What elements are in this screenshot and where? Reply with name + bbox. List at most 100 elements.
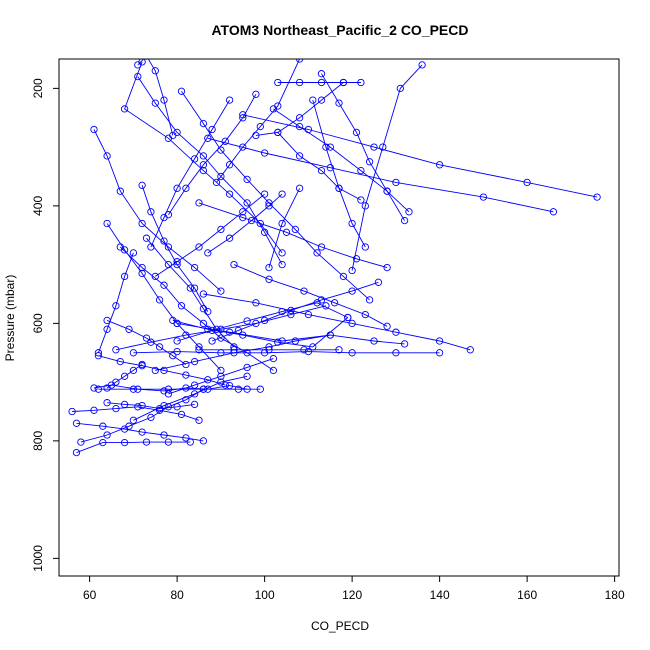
profile-series xyxy=(195,346,343,354)
data-point xyxy=(295,59,304,63)
data-point xyxy=(466,346,474,354)
profile-series xyxy=(208,278,383,345)
data-point xyxy=(435,161,444,169)
data-point xyxy=(147,243,155,251)
data-point xyxy=(173,347,181,356)
data-point xyxy=(72,419,81,427)
series-line xyxy=(233,264,388,327)
data-point xyxy=(94,385,103,393)
data-point xyxy=(260,316,269,325)
series-line xyxy=(107,402,195,410)
data-point xyxy=(147,338,155,346)
data-point xyxy=(138,428,146,436)
y-tick-label: 400 xyxy=(31,196,45,216)
data-point xyxy=(125,325,133,333)
data-point xyxy=(435,349,444,357)
data-point xyxy=(94,349,103,357)
data-point xyxy=(300,287,308,295)
data-point xyxy=(103,219,111,228)
profile-series xyxy=(195,199,391,272)
series-line xyxy=(133,351,440,354)
data-point xyxy=(169,352,177,360)
data-point xyxy=(169,131,177,140)
data-point xyxy=(120,272,129,281)
data-point xyxy=(90,125,98,134)
data-point xyxy=(199,166,208,175)
data-point xyxy=(357,196,365,204)
data-point xyxy=(151,272,159,281)
y-axis: 200 400 600 800 1000 xyxy=(31,78,60,572)
profile-series xyxy=(72,419,208,445)
data-point xyxy=(243,363,251,372)
data-point xyxy=(225,234,234,242)
data-point xyxy=(212,178,221,187)
data-point xyxy=(217,287,225,295)
data-point xyxy=(217,366,225,375)
profile-series xyxy=(138,181,212,316)
data-point xyxy=(274,128,282,137)
data-point xyxy=(225,96,234,104)
data-point xyxy=(116,187,124,195)
data-point xyxy=(190,400,199,409)
data-point xyxy=(295,78,304,87)
data-point xyxy=(239,208,247,216)
series-line xyxy=(277,82,344,133)
profile-series xyxy=(112,302,330,354)
x-tick-label: 180 xyxy=(605,588,625,602)
data-point xyxy=(317,243,326,251)
data-point xyxy=(361,310,369,319)
data-point xyxy=(370,337,378,345)
data-point xyxy=(317,96,326,104)
x-axis-label: CO_PECD xyxy=(311,619,369,633)
data-point xyxy=(138,360,146,369)
data-point xyxy=(160,237,168,245)
series-layer xyxy=(68,59,601,457)
series-line xyxy=(115,305,327,351)
data-point xyxy=(365,158,374,166)
data-point xyxy=(274,78,282,87)
data-point xyxy=(256,219,264,228)
data-point xyxy=(335,346,343,354)
data-point xyxy=(186,284,194,292)
series-line xyxy=(137,59,174,136)
data-point xyxy=(199,319,208,328)
profile-series xyxy=(177,87,374,304)
profile-series xyxy=(173,299,352,345)
x-tick-label: 60 xyxy=(83,588,97,602)
data-point xyxy=(173,337,181,345)
data-point xyxy=(239,143,247,151)
data-point xyxy=(112,302,120,310)
data-point xyxy=(313,249,321,257)
data-point xyxy=(155,296,164,304)
data-point xyxy=(138,269,146,278)
data-point xyxy=(208,125,216,134)
series-line xyxy=(106,319,187,365)
data-point xyxy=(300,346,308,354)
series-line xyxy=(207,193,283,254)
data-point xyxy=(239,331,247,339)
data-point xyxy=(112,404,120,413)
data-point xyxy=(335,184,343,192)
data-point xyxy=(361,243,369,251)
data-point xyxy=(190,357,199,366)
y-tick-label: 800 xyxy=(31,431,45,451)
series-line xyxy=(198,202,388,269)
profile-series xyxy=(204,134,558,216)
series-line xyxy=(106,364,143,389)
data-point xyxy=(330,299,339,307)
data-point xyxy=(173,184,181,192)
series-line xyxy=(242,114,598,198)
data-point xyxy=(225,161,234,169)
data-point xyxy=(278,260,286,269)
data-point xyxy=(278,249,286,257)
data-point xyxy=(287,306,295,315)
data-point xyxy=(177,410,186,419)
data-point xyxy=(217,225,225,234)
x-tick-label: 140 xyxy=(430,588,450,602)
data-point xyxy=(129,249,138,257)
series-line xyxy=(176,302,348,342)
series-line xyxy=(72,406,200,421)
data-point xyxy=(361,202,369,210)
data-point xyxy=(418,61,426,69)
profile-series xyxy=(116,243,278,375)
